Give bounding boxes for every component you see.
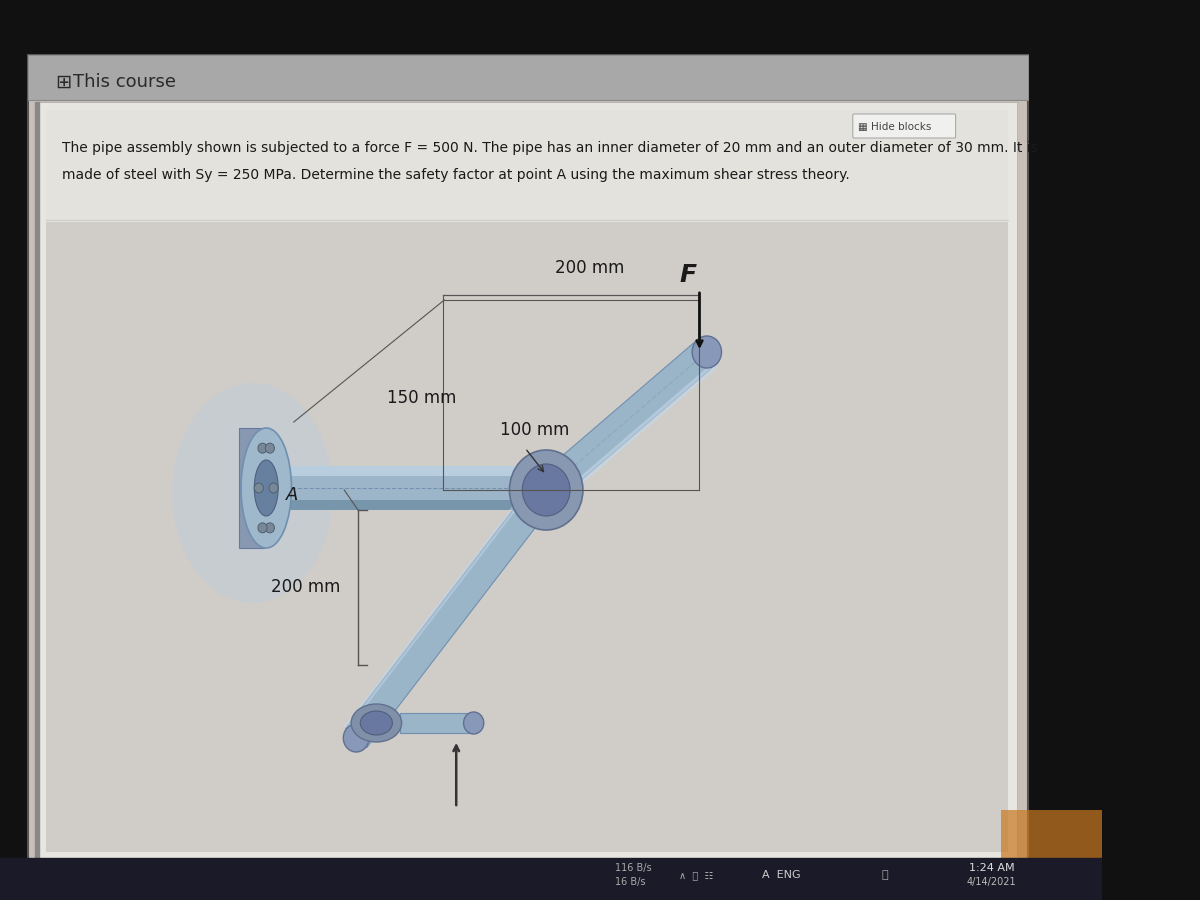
Ellipse shape xyxy=(360,711,392,735)
Bar xyxy=(239,428,264,548)
Ellipse shape xyxy=(522,464,570,516)
Bar xyxy=(0,858,1102,900)
Ellipse shape xyxy=(254,460,278,516)
Text: ⊞: ⊞ xyxy=(55,73,72,92)
Text: 116 B/s: 116 B/s xyxy=(616,863,652,873)
Text: A: A xyxy=(287,486,299,504)
Text: 150 mm: 150 mm xyxy=(388,389,457,407)
Circle shape xyxy=(258,443,268,454)
Bar xyxy=(262,500,560,510)
Bar xyxy=(262,466,560,476)
Text: 🔊: 🔊 xyxy=(881,870,888,880)
Text: 200 mm: 200 mm xyxy=(554,259,624,277)
Text: 1:24 AM: 1:24 AM xyxy=(968,863,1014,873)
Ellipse shape xyxy=(343,724,370,752)
Bar xyxy=(401,713,474,733)
Ellipse shape xyxy=(352,704,402,742)
Text: A  ENG: A ENG xyxy=(762,870,800,880)
Text: F: F xyxy=(679,263,696,287)
Text: 16 B/s: 16 B/s xyxy=(616,877,646,887)
Ellipse shape xyxy=(463,712,484,734)
Circle shape xyxy=(254,483,264,493)
Text: ▦ Hide blocks: ▦ Hide blocks xyxy=(858,122,931,132)
Bar xyxy=(35,102,38,862)
Text: 4/14/2021: 4/14/2021 xyxy=(966,877,1016,887)
Text: ∧  ⑪  ☷: ∧ ⑪ ☷ xyxy=(679,870,714,880)
Circle shape xyxy=(258,523,268,533)
Circle shape xyxy=(265,523,275,533)
Text: made of steel with Sy = 250 MPa. Determine the safety factor at point A using th: made of steel with Sy = 250 MPa. Determi… xyxy=(62,168,850,182)
Polygon shape xyxy=(538,339,716,502)
Circle shape xyxy=(269,483,278,493)
Polygon shape xyxy=(346,481,557,748)
Text: 100 mm: 100 mm xyxy=(500,421,570,439)
Bar xyxy=(28,55,1028,100)
Circle shape xyxy=(265,443,275,454)
Bar xyxy=(262,466,560,510)
FancyBboxPatch shape xyxy=(853,114,955,138)
Text: 200 mm: 200 mm xyxy=(271,578,340,596)
Bar xyxy=(46,110,1008,220)
Ellipse shape xyxy=(241,428,292,548)
Ellipse shape xyxy=(510,450,583,530)
Bar xyxy=(46,222,1008,852)
Bar xyxy=(1001,810,1102,900)
Text: The pipe assembly shown is subjected to a force F = 500 N. The pipe has an inner: The pipe assembly shown is subjected to … xyxy=(62,141,1038,155)
Ellipse shape xyxy=(692,336,721,368)
Ellipse shape xyxy=(172,383,332,603)
Text: This course: This course xyxy=(73,73,176,91)
Bar xyxy=(35,102,1018,862)
